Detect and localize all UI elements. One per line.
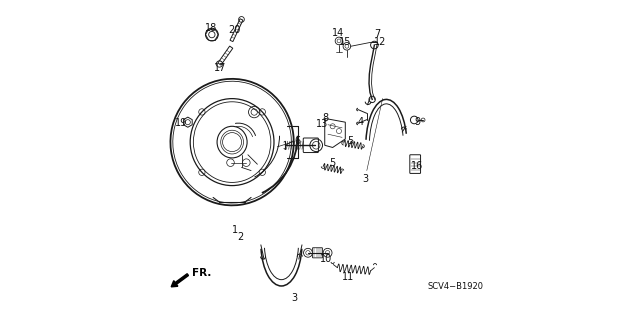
Text: 13: 13 <box>316 119 329 129</box>
Text: 3: 3 <box>291 293 297 303</box>
Text: SCV4−B1920: SCV4−B1920 <box>428 282 483 291</box>
Text: 2: 2 <box>237 232 243 242</box>
Text: 15: 15 <box>339 38 351 48</box>
Text: 18: 18 <box>205 23 217 33</box>
Text: 6: 6 <box>294 136 300 146</box>
Text: 3: 3 <box>362 174 368 184</box>
Text: 16: 16 <box>412 161 424 171</box>
Text: 8: 8 <box>323 113 329 123</box>
Text: 10: 10 <box>320 254 332 264</box>
Text: FR.: FR. <box>191 268 211 278</box>
Text: 17: 17 <box>214 63 227 73</box>
FancyBboxPatch shape <box>303 138 319 152</box>
Text: 7: 7 <box>374 29 380 39</box>
Text: 19: 19 <box>175 118 188 128</box>
Text: 5: 5 <box>330 158 336 168</box>
Text: 5: 5 <box>347 136 353 146</box>
Text: 14: 14 <box>332 28 344 38</box>
Text: 1: 1 <box>232 225 238 235</box>
FancyBboxPatch shape <box>312 248 323 258</box>
Text: 11: 11 <box>342 272 354 282</box>
Text: 9: 9 <box>414 117 420 127</box>
Text: 4: 4 <box>357 116 364 127</box>
Text: 12: 12 <box>374 38 387 48</box>
FancyArrow shape <box>172 274 188 287</box>
FancyBboxPatch shape <box>410 155 420 174</box>
Text: 20: 20 <box>228 26 240 35</box>
